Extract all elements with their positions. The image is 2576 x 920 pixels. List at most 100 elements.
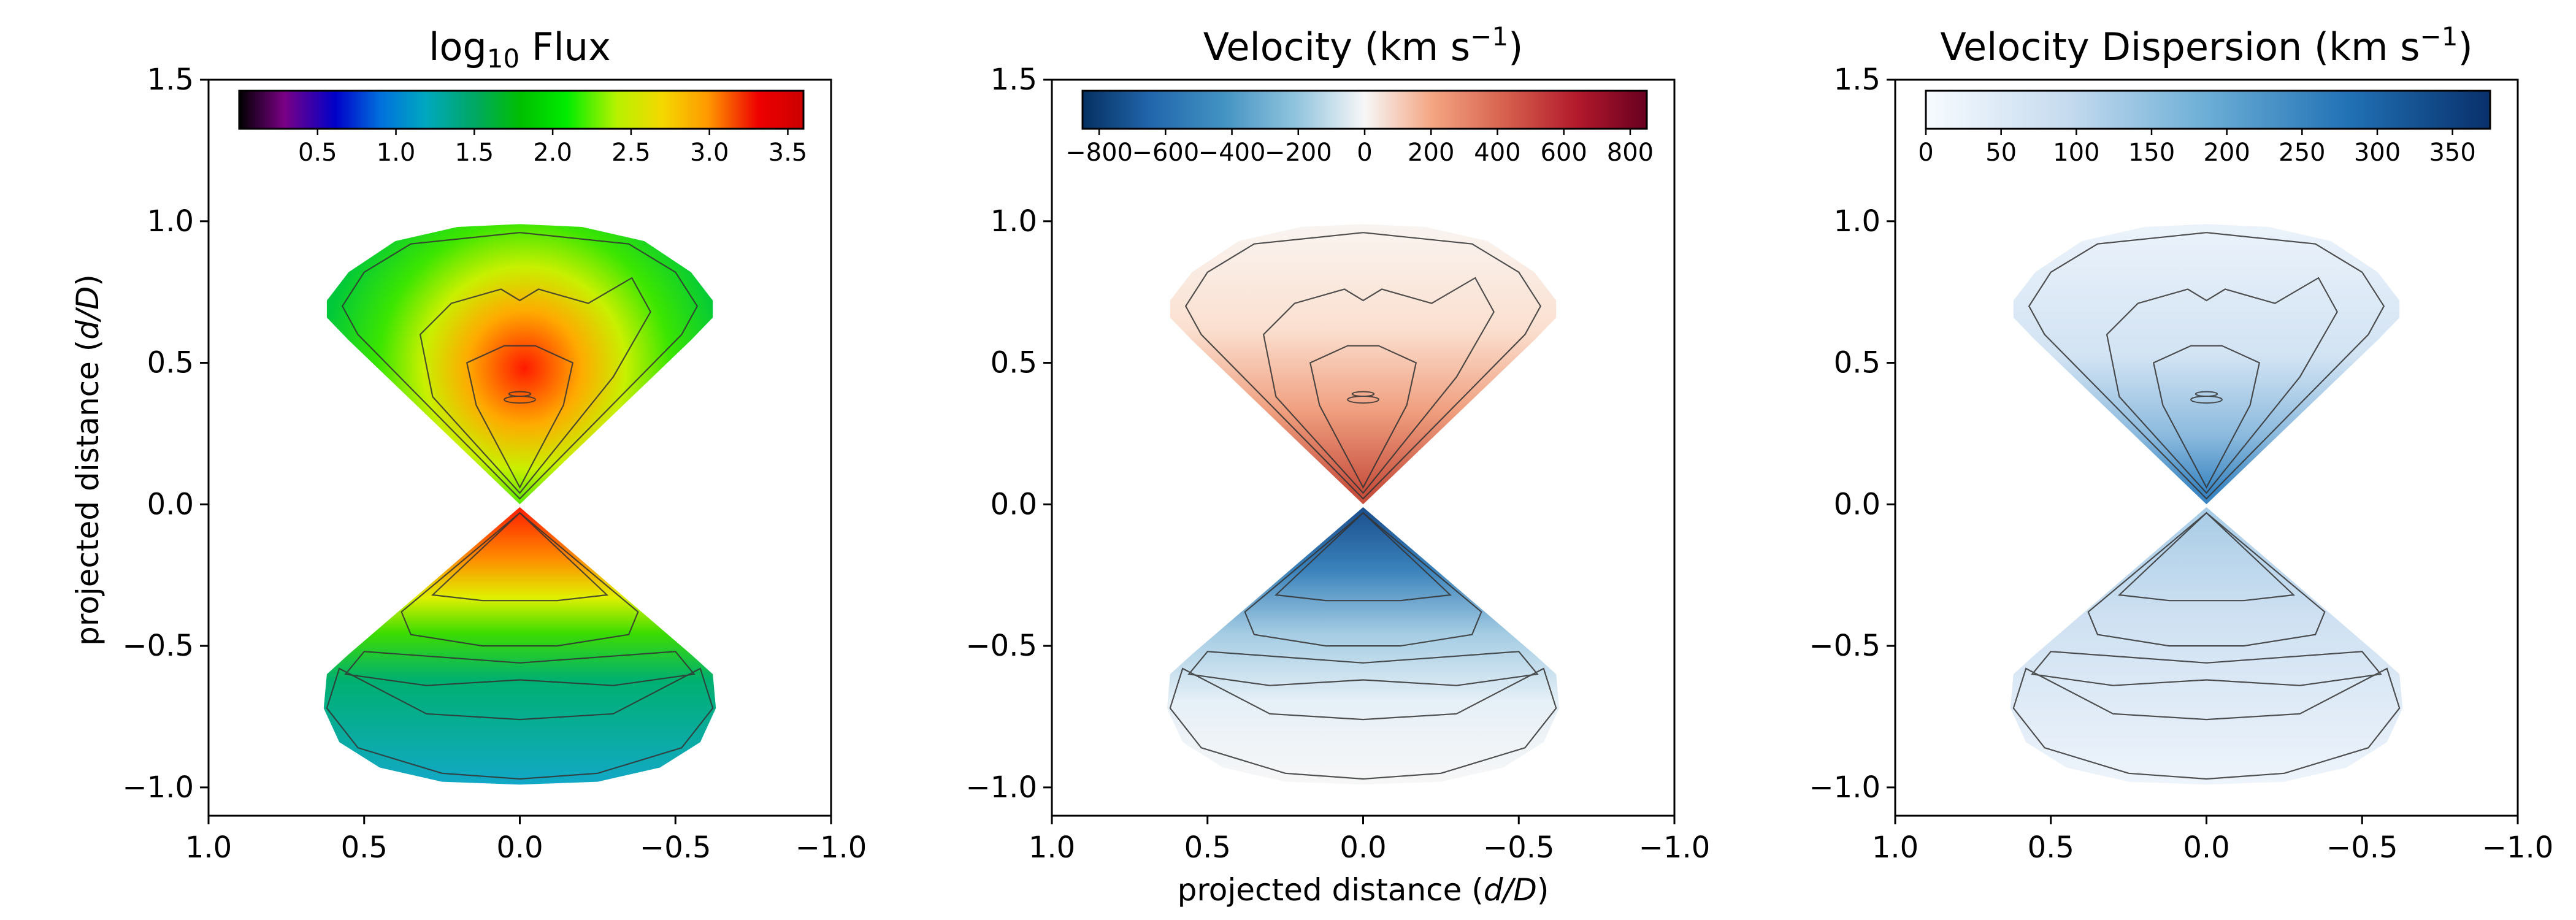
colorbar-tick-label: 100 xyxy=(2053,139,2099,167)
contour-line xyxy=(326,667,714,780)
x-tick-label: 0.5 xyxy=(1184,830,1231,865)
colorbar-tick-label: 600 xyxy=(1541,139,1587,167)
contours xyxy=(326,232,714,780)
panel-velocity: −1.0 −0.5 0.0 0.5 1.0 1.5 1.0 0.5 0.0 −0.5 −1.0 −80… xyxy=(965,21,1710,908)
contour-line xyxy=(341,232,699,500)
title-main: Velocity Dispersion (km s xyxy=(1940,25,2420,69)
x-axis: 1.0 0.5 0.0 −0.5 −1.0 xyxy=(185,816,867,865)
y-tick-label: 1.5 xyxy=(1834,63,1880,97)
x-tick-label: 0.0 xyxy=(2183,830,2229,865)
y-axis-label: projected distance (d/D) xyxy=(70,274,105,646)
colorbar: 0.5 1.0 1.5 2.0 2.5 3.0 3.5 xyxy=(238,90,808,167)
contour-line xyxy=(431,512,609,602)
colorbar-tick-label: 0 xyxy=(1918,139,1933,167)
title-main: Velocity (km s xyxy=(1203,25,1470,69)
panel-title: Velocity (km s−1) xyxy=(1203,21,1524,69)
colorbar-tick-label: 50 xyxy=(1985,139,2017,167)
colorbar-tick-label: 200 xyxy=(1408,139,1454,167)
contours xyxy=(1169,232,1557,780)
x-tick-label: 1.0 xyxy=(1872,830,1919,865)
colorbar-tick-label: 250 xyxy=(2279,139,2325,167)
colorbar-tick-label: 350 xyxy=(2429,139,2475,167)
y-axis: −1.0 −0.5 0.0 0.5 1.0 1.5 xyxy=(1809,63,1895,805)
upper-cone xyxy=(326,224,713,505)
x-tick-label: −0.5 xyxy=(640,830,711,865)
colorbar-tick-label: 0 xyxy=(1357,139,1372,167)
y-tick-label: 0.0 xyxy=(147,487,194,521)
colorbar-tick-label: 300 xyxy=(2354,139,2401,167)
contour-line xyxy=(2031,651,2382,686)
y-tick-label: −1.0 xyxy=(965,770,1037,805)
colorbar-tick-label: 1.5 xyxy=(455,139,494,167)
y-tick-label: 0.5 xyxy=(1834,346,1880,380)
y-tick-label: 1.5 xyxy=(147,63,194,97)
upper-cone xyxy=(1170,224,1557,505)
y-tick-label: 0.5 xyxy=(147,346,194,380)
x-tick-label: −0.5 xyxy=(2326,830,2398,865)
panel-velocity-dispersion: −1.0 −0.5 0.0 0.5 1.0 1.5 1.0 0.5 0.0 −0.5 −1.0 0 50… xyxy=(1809,21,2553,865)
x-tick-label: −1.0 xyxy=(1639,830,1711,865)
colorbar-tick-label: 800 xyxy=(1607,139,1654,167)
y-tick-label: 0.5 xyxy=(991,346,1037,380)
y-tick-label: 1.0 xyxy=(147,204,194,239)
colorbar-tick-label: 400 xyxy=(1474,139,1520,167)
title-rest: Flux xyxy=(519,25,611,69)
y-tick-label: 0.0 xyxy=(1834,487,1880,521)
x-axis: 1.0 0.5 0.0 −0.5 −1.0 xyxy=(1029,816,1710,865)
x-tick-label: 0.5 xyxy=(341,830,388,865)
colorbar-tick-label: 2.5 xyxy=(611,139,651,167)
y-tick-label: −0.5 xyxy=(122,629,194,663)
x-tick-label: −0.5 xyxy=(1483,830,1555,865)
contour-line xyxy=(466,345,574,489)
y-tick-label: 1.0 xyxy=(991,204,1037,239)
x-axis-label: projected distance (d/D) xyxy=(1178,872,1549,908)
x-axis: 1.0 0.5 0.0 −0.5 −1.0 xyxy=(1872,816,2553,865)
contour-line xyxy=(1262,277,1495,494)
x-tick-label: 0.0 xyxy=(496,830,543,865)
title-superscript: −1 xyxy=(2420,21,2458,52)
y-tick-label: −1.0 xyxy=(1809,770,1880,805)
contour-line xyxy=(2087,512,2326,647)
contour-ellipse xyxy=(508,391,532,397)
contour-line xyxy=(1169,667,1557,780)
title-subscript: 10 xyxy=(487,44,519,74)
colorbar-tick-label: 1.0 xyxy=(377,139,416,167)
contour-line xyxy=(2117,512,2296,602)
y-tick-label: −1.0 xyxy=(122,770,194,805)
colorbar: 0 50 100 150 200 250 300 350 xyxy=(1918,90,2491,167)
title-superscript: −1 xyxy=(1470,21,1508,52)
x-tick-label: 0.0 xyxy=(1340,830,1386,865)
contour-line xyxy=(1187,651,1539,686)
colorbar-tick-label: −400 xyxy=(1198,139,1266,167)
panel-log-flux: −1.0 −0.5 0.0 0.5 1.0 1.5 1.0 0.5 0.0 −0.5 −1.0 0.5… xyxy=(70,25,867,865)
colorbar: −800−600−400−200 0 200 400 600 800 xyxy=(1065,90,1654,167)
colorbar-tick-label: −600 xyxy=(1132,139,1199,167)
colorbar-tick-label: 3.0 xyxy=(690,139,729,167)
y-tick-label: 0.0 xyxy=(991,487,1037,521)
panel-title: Velocity Dispersion (km s−1) xyxy=(1940,21,2472,69)
contour-line xyxy=(344,651,696,686)
x-tick-label: 1.0 xyxy=(185,830,232,865)
title-main: log xyxy=(429,25,487,69)
upper-cone xyxy=(2013,224,2400,505)
contour-line xyxy=(1244,512,1482,647)
x-tick-label: 0.5 xyxy=(2028,830,2074,865)
title-rest: ) xyxy=(1508,25,1523,69)
title-rest: ) xyxy=(2458,25,2472,69)
colorbar-tick-label: 150 xyxy=(2128,139,2175,167)
x-tick-label: −1.0 xyxy=(2482,830,2554,865)
x-tick-label: −1.0 xyxy=(795,830,867,865)
y-axis: −1.0 −0.5 0.0 0.5 1.0 1.5 xyxy=(122,63,209,805)
contour-line xyxy=(2106,277,2338,494)
colorbar-tick-label: −800 xyxy=(1065,139,1133,167)
contour-line xyxy=(2012,667,2401,780)
panel-title: log10 Flux xyxy=(429,25,611,74)
contour-line xyxy=(2152,345,2261,489)
contour-line xyxy=(2028,232,2385,500)
colorbar-gradient xyxy=(1925,90,2491,130)
colorbar-tick-label: 3.5 xyxy=(769,139,808,167)
contour-ellipse xyxy=(1351,391,1375,397)
colorbar-tick-label: 0.5 xyxy=(298,139,337,167)
contour-line xyxy=(1274,512,1452,602)
